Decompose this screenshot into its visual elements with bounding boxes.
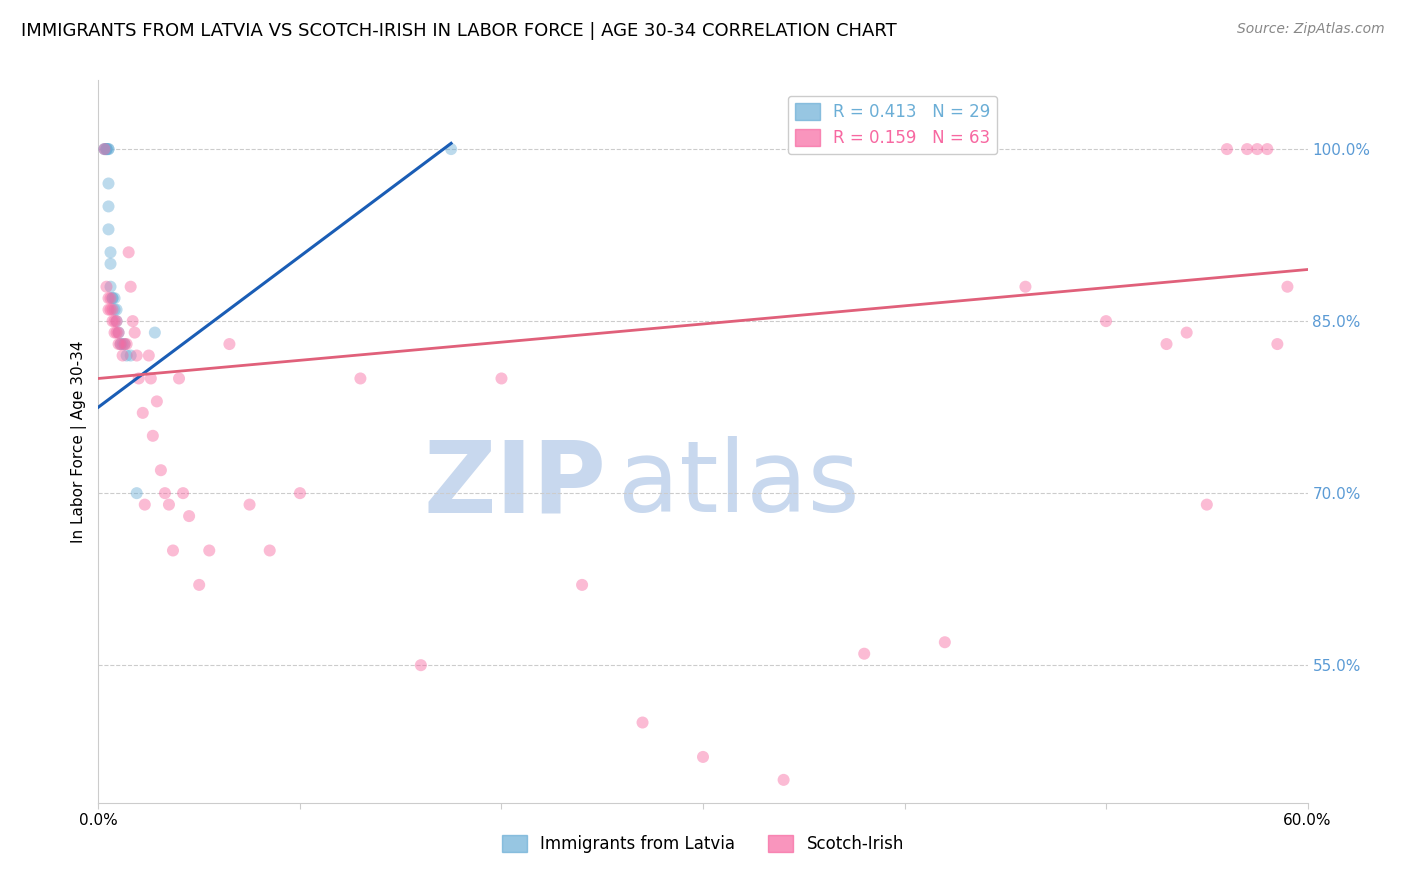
Point	[218, 337, 240, 351]
Point	[97, 222, 120, 236]
Point	[157, 498, 180, 512]
Point	[409, 658, 432, 673]
Text: IMMIGRANTS FROM LATVIA VS SCOTCH-IRISH IN LABOR FORCE | AGE 30-34 CORRELATION CH: IMMIGRANTS FROM LATVIA VS SCOTCH-IRISH I…	[21, 22, 897, 40]
Point	[188, 578, 211, 592]
Point	[97, 142, 120, 156]
Point	[149, 463, 172, 477]
Point	[491, 371, 513, 385]
Point	[115, 349, 138, 363]
Point	[114, 337, 136, 351]
Point	[259, 543, 281, 558]
Point	[96, 142, 118, 156]
Point	[101, 291, 124, 305]
Point	[107, 337, 129, 351]
Point	[96, 142, 118, 156]
Point	[128, 371, 150, 385]
Point	[97, 291, 120, 305]
Point	[100, 257, 122, 271]
Point	[105, 314, 128, 328]
Point	[853, 647, 876, 661]
Point	[934, 635, 956, 649]
Point	[105, 326, 128, 340]
Point	[198, 543, 221, 558]
Point	[100, 279, 122, 293]
Point	[1236, 142, 1258, 156]
Point	[103, 326, 125, 340]
Point	[96, 142, 118, 156]
Point	[97, 199, 120, 213]
Point	[692, 750, 714, 764]
Point	[179, 509, 201, 524]
Text: Source: ZipAtlas.com: Source: ZipAtlas.com	[1237, 22, 1385, 37]
Point	[97, 142, 120, 156]
Point	[107, 326, 129, 340]
Point	[146, 394, 169, 409]
Point	[107, 326, 129, 340]
Point	[772, 772, 794, 787]
Point	[103, 302, 125, 317]
Point	[631, 715, 654, 730]
Point	[100, 291, 122, 305]
Point	[167, 371, 190, 385]
Point	[111, 349, 134, 363]
Point	[132, 406, 155, 420]
Point	[105, 302, 128, 317]
Text: ZIP: ZIP	[423, 436, 606, 533]
Point	[100, 302, 122, 317]
Point	[1256, 142, 1278, 156]
Point	[153, 486, 176, 500]
Point	[288, 486, 311, 500]
Point	[124, 326, 146, 340]
Point	[100, 245, 122, 260]
Point	[172, 486, 194, 500]
Point	[110, 337, 132, 351]
Point	[101, 291, 124, 305]
Point	[142, 429, 165, 443]
Point	[96, 142, 118, 156]
Point	[103, 291, 125, 305]
Point	[1267, 337, 1289, 351]
Point	[1216, 142, 1239, 156]
Point	[1156, 337, 1178, 351]
Point	[139, 371, 162, 385]
Point	[239, 498, 262, 512]
Point	[120, 279, 142, 293]
Point	[93, 142, 115, 156]
Point	[440, 142, 463, 156]
Point	[1095, 314, 1118, 328]
Point	[97, 302, 120, 317]
Text: atlas: atlas	[619, 436, 860, 533]
Point	[120, 349, 142, 363]
Point	[349, 371, 371, 385]
Point	[114, 337, 136, 351]
Y-axis label: In Labor Force | Age 30-34: In Labor Force | Age 30-34	[72, 340, 87, 543]
Point	[162, 543, 184, 558]
Point	[1195, 498, 1218, 512]
Point	[125, 486, 148, 500]
Point	[118, 245, 141, 260]
Point	[138, 349, 160, 363]
Point	[1175, 326, 1198, 340]
Point	[101, 314, 124, 328]
Point	[571, 578, 593, 592]
Point	[143, 326, 166, 340]
Point	[93, 142, 115, 156]
Point	[121, 314, 143, 328]
Point	[125, 349, 148, 363]
Point	[97, 177, 120, 191]
Point	[134, 498, 156, 512]
Legend: Immigrants from Latvia, Scotch-Irish: Immigrants from Latvia, Scotch-Irish	[495, 828, 911, 860]
Point	[115, 337, 138, 351]
Point	[1277, 279, 1299, 293]
Point	[110, 337, 132, 351]
Point	[1014, 279, 1036, 293]
Point	[96, 279, 118, 293]
Point	[1246, 142, 1268, 156]
Point	[103, 314, 125, 328]
Point	[105, 314, 128, 328]
Point	[93, 142, 115, 156]
Point	[101, 302, 124, 317]
Point	[111, 337, 134, 351]
